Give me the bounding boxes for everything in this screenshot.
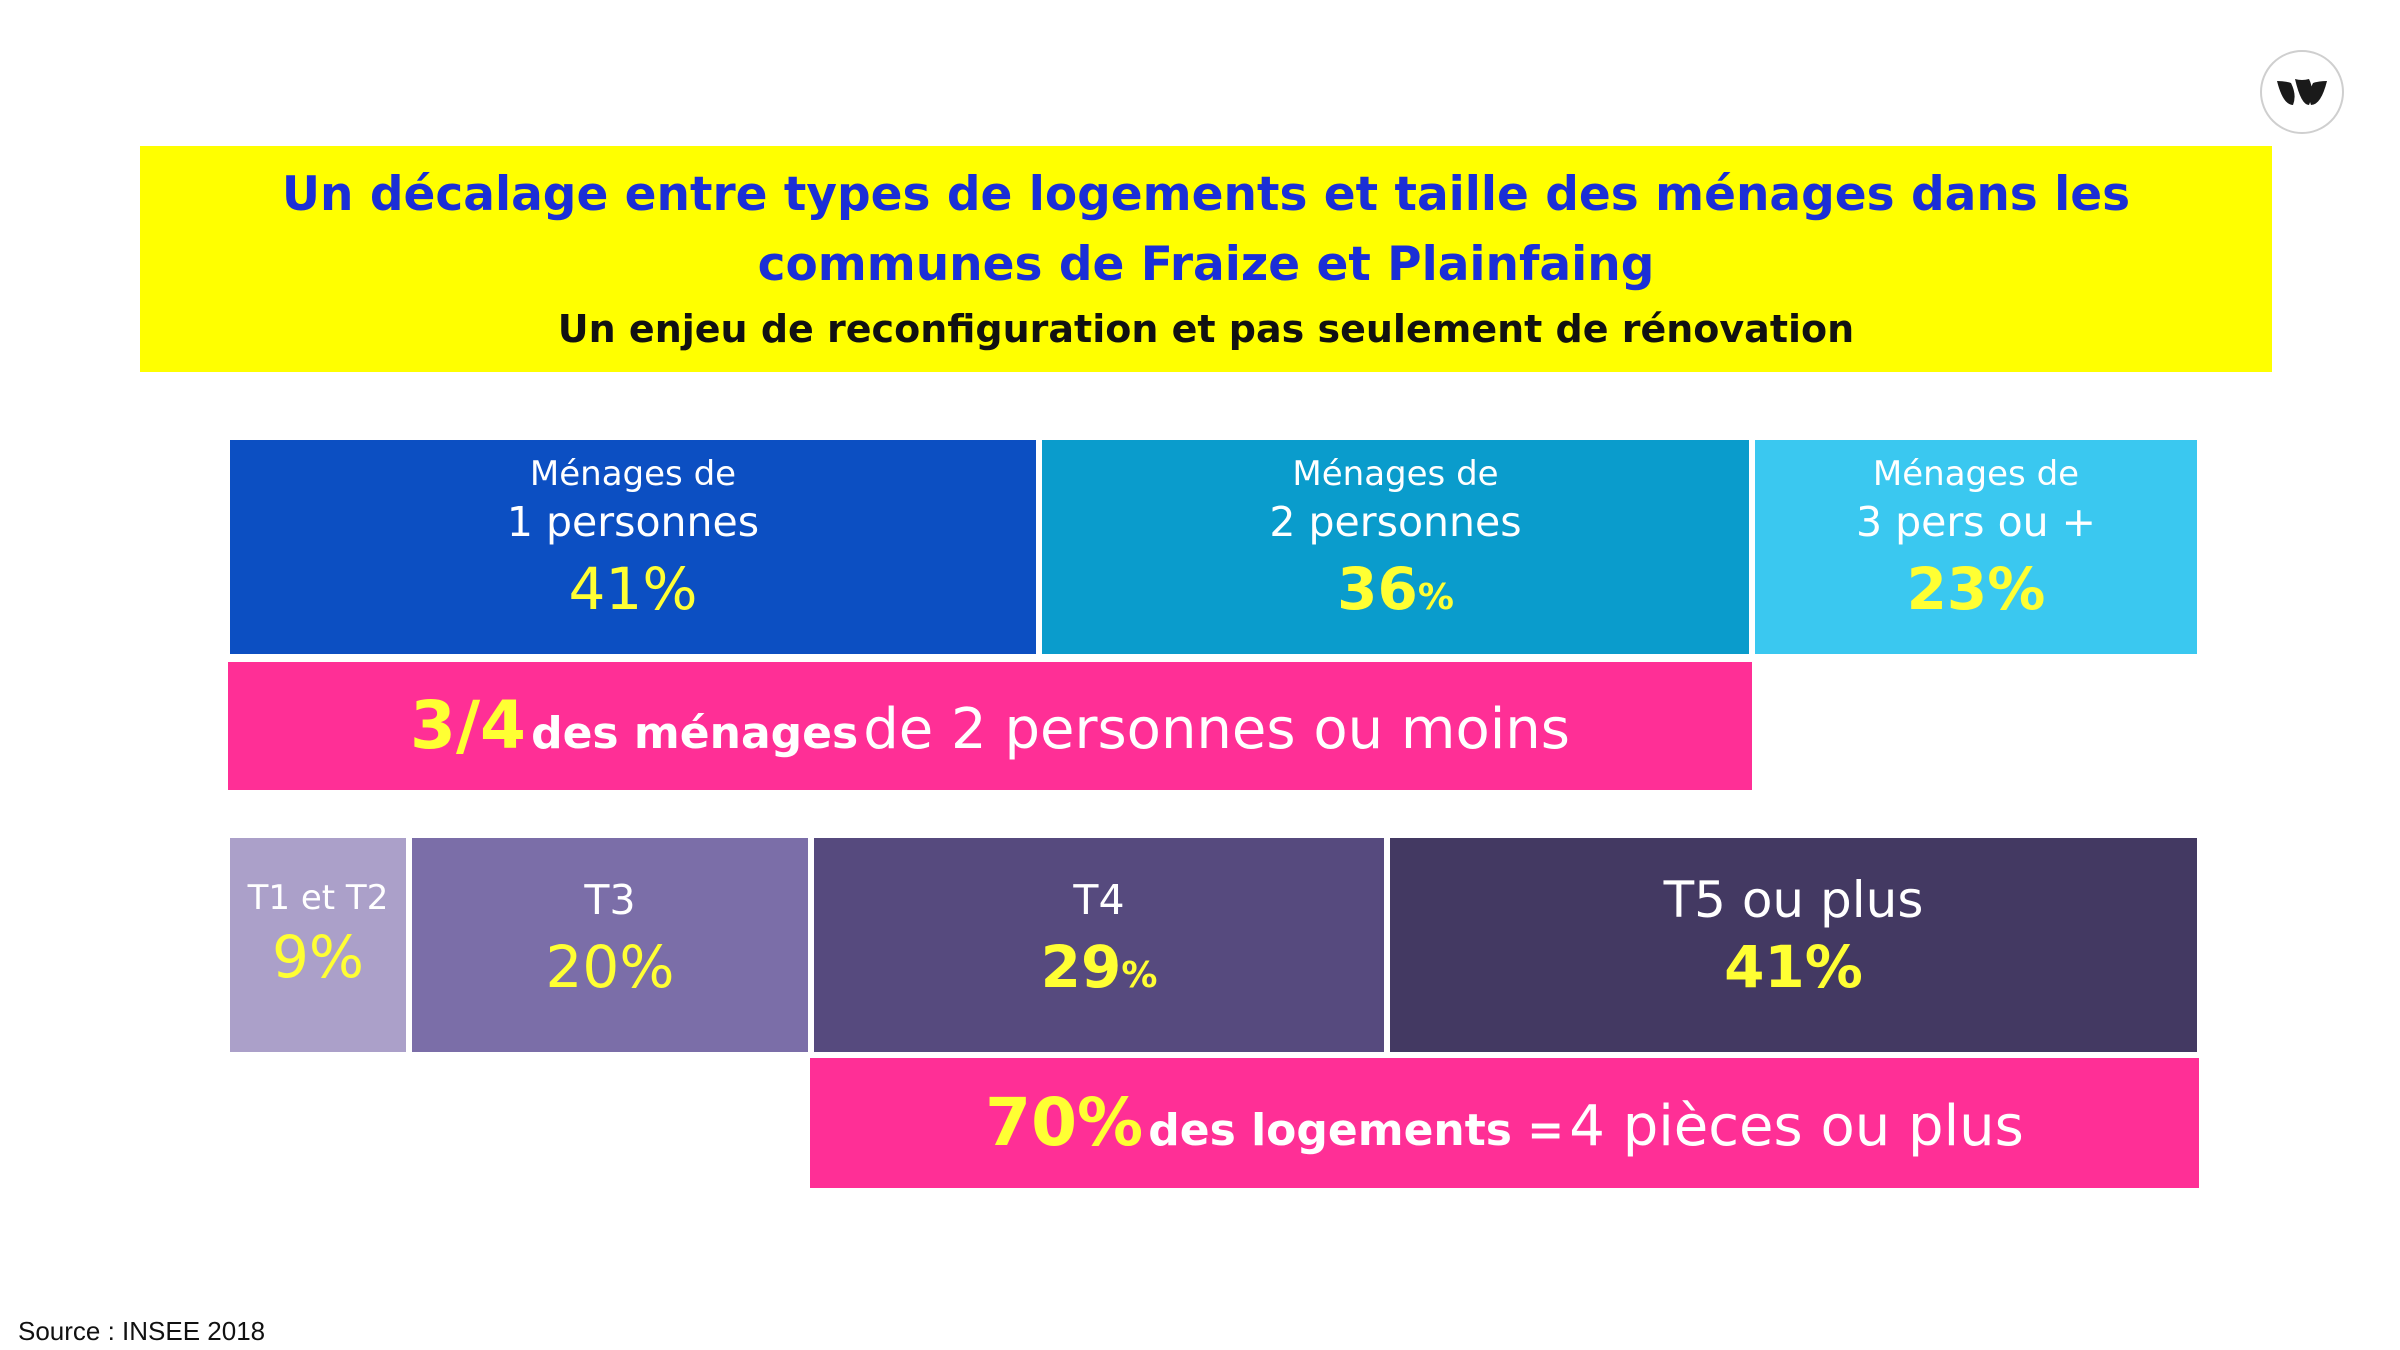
block-line2: 2 personnes: [1269, 498, 1522, 546]
menages-block-3: Ménages de 3 pers ou + 23%: [1755, 440, 2197, 654]
menages-block-2: Ménages de 2 personnes 36%: [1042, 440, 1749, 654]
block-line1: Ménages de: [1872, 454, 2080, 494]
block-value: 9%: [271, 923, 365, 991]
block-value: 41%: [568, 555, 698, 623]
highlight-rest: 4 pièces ou plus: [1569, 1094, 2024, 1159]
leaf-logo-icon: [2260, 50, 2344, 134]
logement-block-t4: T4 29%: [814, 838, 1384, 1052]
menages-block-1: Ménages de 1 personnes 41%: [230, 440, 1036, 654]
page-subtitle: Un enjeu de reconfiguration et pas seule…: [557, 307, 1855, 351]
highlight-mid: des ménages: [531, 708, 859, 759]
block-label: T5 ou plus: [1663, 871, 1924, 929]
block-label: T1 et T2: [247, 878, 389, 918]
block-line1: Ménages de: [1292, 454, 1499, 494]
block-value: 29%: [1040, 933, 1158, 1001]
logement-block-t5: T5 ou plus 41%: [1390, 838, 2197, 1052]
page-title: Un décalage entre types de logements et …: [281, 167, 2131, 292]
title-banner: Un décalage entre types de logements et …: [140, 146, 2272, 372]
block-line1: Ménages de: [529, 454, 737, 494]
highlight-mid: des logements =: [1148, 1105, 1565, 1156]
block-label: T4: [1073, 876, 1125, 924]
logements-highlight-bar: 70% des logements = 4 pièces ou plus: [810, 1058, 2199, 1188]
block-value: 20%: [545, 933, 675, 1001]
source-note: Source : INSEE 2018: [18, 1316, 266, 1346]
highlight-big: 3/4: [410, 687, 526, 764]
logement-block-t3: T3 20%: [412, 838, 808, 1052]
block-line2: 3 pers ou +: [1855, 498, 2097, 546]
logement-block-t1t2: T1 et T2 9%: [230, 838, 406, 1052]
highlight-rest: de 2 personnes ou moins: [863, 697, 1570, 762]
block-value: 36%: [1337, 555, 1454, 623]
block-value: 23%: [1906, 555, 2046, 623]
menages-highlight-bar: 3/4 des ménages de 2 personnes ou moins: [228, 662, 1752, 790]
block-label: T3: [584, 876, 636, 924]
block-value: 41%: [1724, 933, 1863, 1001]
highlight-big: 70%: [985, 1084, 1144, 1161]
block-line2: 1 personnes: [506, 498, 760, 546]
